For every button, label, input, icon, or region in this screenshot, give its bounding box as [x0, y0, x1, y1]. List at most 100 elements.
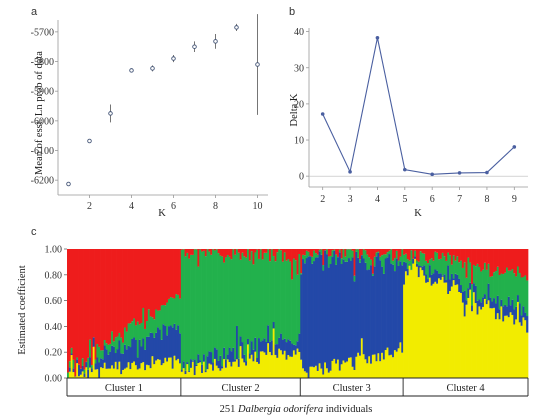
panel-c-bar-segment-yellow: [85, 367, 88, 378]
panel-c-bar-segment-red: [245, 249, 248, 258]
panel-c-bar-segment-red: [373, 249, 376, 257]
panel-c-bar-segment-yellow: [81, 371, 84, 378]
panel-c-bar-segment-green: [426, 263, 430, 280]
panel-c-bar-segment-blue: [478, 299, 481, 307]
panel-c-bar-segment-blue: [414, 256, 417, 259]
panel-c-bar-segment-green: [362, 249, 365, 259]
panel-c-bar-segment-yellow: [210, 364, 213, 378]
panel-c-bar-segment-blue: [388, 254, 391, 356]
panel-c-bar-segment-blue: [83, 373, 86, 377]
panel-c-bar-segment-blue: [131, 339, 134, 363]
panel-c-bar-segment-red: [441, 249, 444, 253]
panel-c-bar-segment-green: [507, 270, 510, 297]
panel-c-bar-segment-yellow: [493, 307, 496, 378]
panel-c-bar-segment-green: [465, 277, 468, 301]
panel-c-bar-segment-red: [92, 249, 95, 338]
panel-c-bar-segment-blue: [381, 266, 384, 353]
panel-c-bar-segment-blue: [366, 270, 369, 364]
panel-c-bar-segment-yellow: [134, 365, 138, 378]
panel-c-bar-segment-red: [136, 249, 139, 322]
panel-c-bar-segment-green: [414, 250, 417, 257]
panel-c-bar-segment-green: [406, 259, 409, 269]
panel-c-bar-segment-blue: [493, 298, 496, 308]
panel-c-bar-segment-red: [480, 249, 483, 272]
panel-c-bar-segment-blue: [324, 250, 327, 363]
panel-c-bar-segment-yellow: [221, 368, 224, 378]
panel-b-point: [348, 170, 352, 174]
panel-c-bar-segment-blue: [524, 312, 527, 321]
panel-c-bar-segment-blue: [318, 251, 321, 364]
panel-a-x-tick-label: 6: [171, 201, 176, 212]
panel-c-bar-segment-yellow: [415, 266, 419, 378]
caption-prefix: 251: [220, 404, 238, 415]
panel-c-bar-segment-blue: [221, 366, 224, 369]
panel-c-bar-segment-yellow: [296, 348, 299, 378]
panel-c-bar-segment-red: [226, 249, 229, 256]
panel-c-bar-segment-blue: [127, 345, 130, 363]
panel-a-title: a: [31, 6, 38, 18]
panel-c-bar-segment-red: [318, 249, 321, 250]
panel-c-bar-segment-yellow: [118, 361, 121, 378]
panel-c-bar-segment-red: [228, 249, 231, 257]
panel-c-bar-segment-blue: [177, 325, 180, 359]
panel-c-bar-segment-red: [289, 249, 292, 262]
panel-b-x-tick-label: 7: [457, 194, 462, 205]
panel-c-bar-segment-blue: [234, 359, 237, 362]
panel-c-bar-segment-blue: [518, 303, 522, 323]
panel-c-bar-segment-blue: [307, 256, 310, 378]
panel-c-bar-segment-yellow: [182, 368, 185, 378]
panel-c-bar-segment-yellow: [463, 316, 466, 378]
panel-c-bar-segment-red: [250, 249, 253, 252]
panel-c-bar-segment-yellow: [259, 351, 263, 378]
panel-c-bar-segment-red: [78, 249, 81, 365]
panel-c-bar-segment-green: [171, 297, 174, 328]
panel-c-bar-segment-red: [151, 249, 154, 318]
panel-c-bar-segment-red: [83, 249, 86, 370]
panel-c-bar-segment-blue: [434, 269, 437, 282]
panel-c-bar-segment-blue: [213, 347, 217, 359]
panel-c-bar-segment-yellow: [414, 258, 417, 378]
panel-c-bar-segment-green: [351, 250, 354, 258]
panel-c-bar-segment-red: [399, 249, 402, 257]
panel-c-bar-segment-green: [217, 253, 220, 361]
panel-c-bar-segment-red: [292, 249, 296, 259]
panel-c-bar-segment-yellow: [270, 355, 274, 378]
panel-c-bar-segment-green: [401, 249, 404, 266]
panel-c-bar-segment-red: [408, 249, 411, 261]
panel-c-bar-segment-red: [248, 249, 252, 261]
panel-c-bar-segment-blue: [98, 362, 101, 378]
panel-c-bar-segment-blue: [223, 347, 226, 360]
panel-c-bar-segment-blue: [140, 346, 143, 364]
panel-c-bar-segment-yellow: [136, 369, 139, 378]
panel-c-bar-segment-blue: [142, 338, 145, 363]
panel-c-bar-segment-yellow: [208, 363, 211, 378]
panel-c-bar-segment-blue: [471, 305, 474, 312]
panel-c-bar-segment-blue: [85, 362, 88, 368]
panel-c-bar-segment-green: [325, 249, 329, 255]
panel-c-bar-segment-green: [294, 260, 297, 346]
panel-c-bar-segment-green: [494, 271, 498, 304]
panel-a-point: [192, 44, 197, 49]
panel-c-bar-segment-yellow: [406, 275, 409, 378]
panel-c-bar-segment-red: [439, 249, 443, 259]
panel-c-bar-segment-red: [322, 249, 325, 266]
panel-b-x-tick-label: 4: [375, 194, 380, 205]
panel-c-bar-segment-red: [261, 249, 264, 260]
panel-c-bar-segment-blue: [281, 339, 285, 355]
panel-c-bar-segment-green: [493, 272, 496, 299]
panel-c-bar-segment-green: [164, 305, 167, 326]
panel-c-bar-segment-blue: [386, 257, 389, 348]
panel-c-bar-segment-red: [302, 249, 305, 255]
panel-c-bar-segment-blue: [204, 370, 207, 373]
panel-a-ylabel: Mean of esst. Ln prob of data: [34, 51, 45, 175]
panel-c-bar-segment-yellow: [70, 355, 73, 378]
panel-c-bar-segment-blue: [78, 365, 81, 377]
panel-c-bar-segment-blue: [87, 369, 90, 378]
panel-c-bar-segment-blue: [513, 309, 516, 325]
panel-c-bar-segment-blue: [188, 370, 191, 372]
panel-c-bar-segment-yellow: [234, 361, 237, 378]
panel-c-bar-segment-yellow: [180, 371, 184, 378]
panel-c-bar-segment-blue: [287, 339, 290, 355]
panel-c-bar-segment-red: [258, 249, 261, 259]
panel-c-bar-segment-red: [432, 249, 435, 261]
